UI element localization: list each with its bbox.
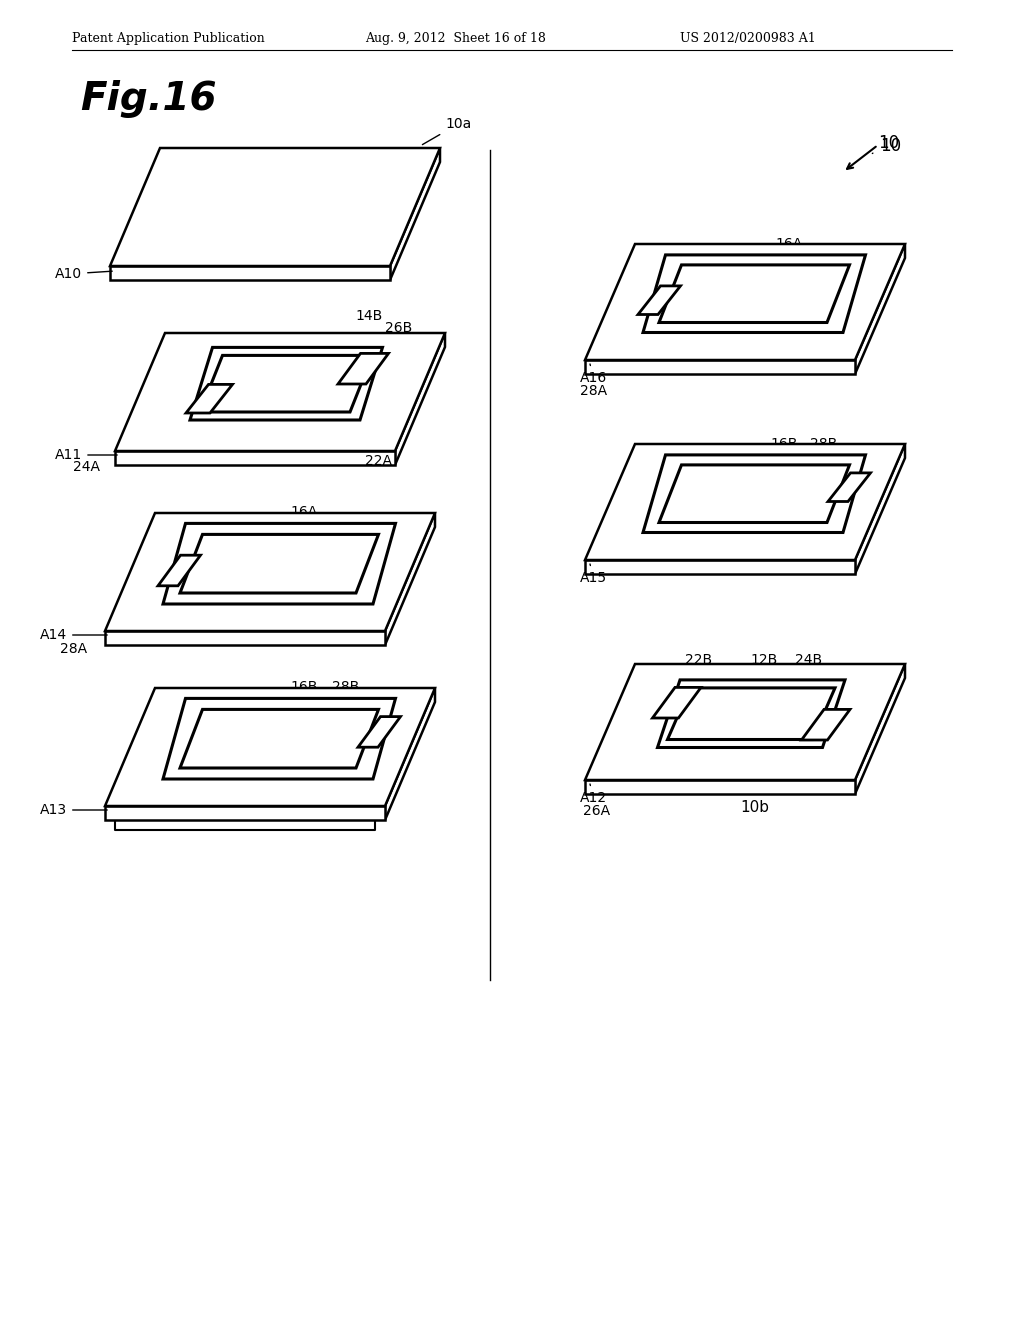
Text: 28A: 28A: [60, 642, 87, 656]
Text: 28B: 28B: [332, 680, 359, 694]
Polygon shape: [585, 664, 905, 780]
Polygon shape: [638, 286, 681, 314]
Polygon shape: [358, 717, 400, 747]
Polygon shape: [115, 333, 445, 451]
Polygon shape: [585, 244, 905, 360]
Text: 10: 10: [872, 135, 899, 153]
Text: A10: A10: [55, 267, 113, 281]
Polygon shape: [855, 664, 905, 795]
Polygon shape: [180, 535, 379, 593]
Polygon shape: [643, 455, 865, 532]
Text: 28A: 28A: [580, 384, 607, 399]
Polygon shape: [190, 347, 383, 420]
Polygon shape: [802, 709, 850, 741]
Polygon shape: [180, 709, 379, 768]
Text: 10b: 10b: [740, 800, 769, 814]
Text: A12: A12: [580, 784, 607, 805]
Polygon shape: [659, 265, 850, 322]
Polygon shape: [855, 244, 905, 374]
Polygon shape: [110, 267, 390, 280]
Text: 12B: 12B: [750, 653, 777, 668]
Text: A16: A16: [580, 364, 607, 385]
Polygon shape: [652, 688, 701, 718]
Text: 24A: 24A: [73, 459, 100, 474]
Text: 22B: 22B: [685, 653, 712, 668]
Polygon shape: [158, 556, 201, 586]
Text: 16A: 16A: [290, 506, 317, 519]
Text: 14B: 14B: [355, 309, 382, 323]
Polygon shape: [585, 444, 905, 560]
Text: 12A: 12A: [400, 366, 427, 379]
Text: 28B: 28B: [810, 437, 838, 450]
Text: 26B: 26B: [385, 321, 413, 335]
Text: 16B: 16B: [770, 437, 798, 450]
Text: 14A: 14A: [815, 738, 842, 752]
Text: 16B: 16B: [290, 680, 317, 694]
Polygon shape: [110, 148, 440, 267]
Polygon shape: [338, 354, 388, 384]
Polygon shape: [855, 444, 905, 574]
Text: A14: A14: [40, 628, 108, 642]
Polygon shape: [115, 451, 395, 465]
Polygon shape: [385, 688, 435, 820]
Text: 16A: 16A: [775, 236, 802, 251]
Text: Patent Application Publication: Patent Application Publication: [72, 32, 265, 45]
Polygon shape: [105, 688, 435, 807]
Polygon shape: [105, 807, 385, 820]
Text: Aug. 9, 2012  Sheet 16 of 18: Aug. 9, 2012 Sheet 16 of 18: [365, 32, 546, 45]
Text: 26A: 26A: [583, 804, 610, 818]
Text: 10: 10: [880, 137, 901, 154]
Polygon shape: [585, 360, 855, 374]
Polygon shape: [200, 355, 373, 412]
Polygon shape: [395, 333, 445, 465]
Text: 24B: 24B: [795, 653, 822, 668]
Polygon shape: [585, 560, 855, 574]
Text: Fig.16: Fig.16: [80, 81, 216, 117]
Polygon shape: [105, 513, 435, 631]
Polygon shape: [657, 680, 845, 747]
Polygon shape: [390, 148, 440, 280]
Text: A15: A15: [580, 564, 607, 585]
Polygon shape: [659, 465, 850, 523]
Text: A13: A13: [40, 803, 108, 817]
Polygon shape: [163, 698, 395, 779]
Polygon shape: [163, 524, 395, 605]
Text: A11: A11: [55, 447, 117, 462]
Polygon shape: [385, 513, 435, 645]
Text: US 2012/0200983 A1: US 2012/0200983 A1: [680, 32, 816, 45]
Polygon shape: [643, 255, 865, 333]
Text: 22A: 22A: [365, 454, 392, 469]
Polygon shape: [186, 384, 232, 413]
Text: 10a: 10a: [423, 117, 471, 145]
Polygon shape: [105, 631, 385, 645]
Polygon shape: [585, 780, 855, 795]
Polygon shape: [668, 688, 835, 739]
Polygon shape: [828, 473, 870, 502]
